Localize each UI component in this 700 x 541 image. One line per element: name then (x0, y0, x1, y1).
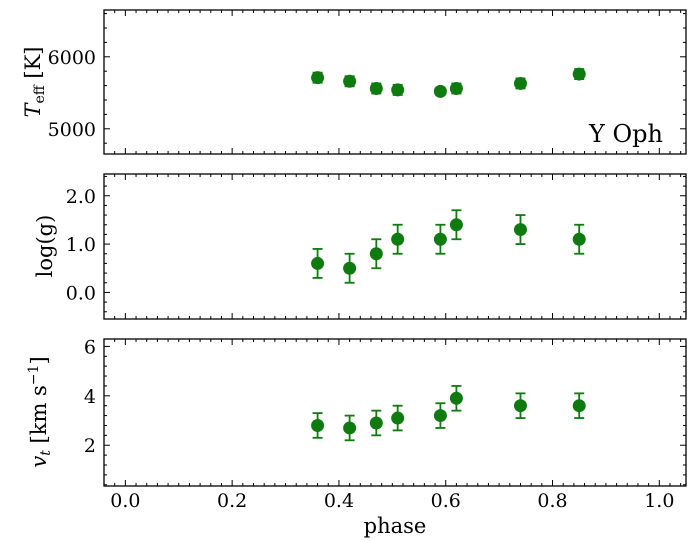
panel-logg-ytick-labels: 0.0 1.0 2.0 (66, 186, 96, 305)
data-point (391, 83, 405, 97)
x-tick-labels: 0.0 0.2 0.4 0.6 0.8 1.0 (110, 490, 674, 512)
data-point (572, 232, 586, 246)
panel-logg-frame (103, 173, 687, 320)
panel-logg: 0.0 1.0 2.0 log(g) (33, 173, 687, 320)
data-point (369, 247, 383, 261)
data-point (433, 409, 447, 423)
x-tick-label: 1.0 (644, 490, 674, 512)
y-tick-label: 0.0 (66, 282, 96, 304)
panel-logg-points (311, 209, 586, 284)
data-point (369, 81, 383, 95)
data-point (433, 232, 447, 246)
data-point (369, 416, 383, 430)
panel-teff-ytick-labels: 5000 6000 (48, 47, 96, 141)
panel-vt: 2 4 6 vt [km s−1] (26, 336, 687, 487)
data-point (449, 218, 463, 232)
data-point (513, 399, 527, 413)
data-point (572, 399, 586, 413)
data-point (343, 261, 357, 275)
panel-vt-frame (103, 338, 687, 487)
data-point (513, 76, 527, 90)
data-point (449, 81, 463, 95)
panel-teff: 5000 6000 Y Oph Teff [K] (21, 9, 687, 155)
data-point (311, 71, 325, 85)
y-tick-label: 5000 (48, 119, 96, 141)
y-tick-label: 2.0 (66, 186, 96, 208)
y-tick-label: 6000 (48, 47, 96, 69)
panel-vt-points (311, 385, 586, 442)
data-point (433, 84, 447, 98)
panel-vt-ytick-labels: 2 4 6 (84, 336, 96, 457)
panel-logg-ticks (103, 174, 686, 319)
x-tick-label: 0.6 (431, 490, 461, 512)
x-tick-label: 0.0 (110, 490, 140, 512)
data-point (343, 74, 357, 88)
y-tick-label: 6 (84, 336, 96, 358)
vt-axis-label: vt [km s−1] (26, 356, 54, 467)
x-tick-label: 0.4 (324, 490, 354, 512)
data-point (343, 421, 357, 435)
star-name-annotation: Y Oph (588, 120, 663, 148)
data-point (311, 256, 325, 270)
teff-axis-label: Teff [K] (21, 47, 48, 118)
y-tick-label: 2 (84, 435, 96, 457)
panel-teff-frame (103, 9, 687, 155)
y-tick-label: 4 (84, 386, 96, 408)
data-point (391, 232, 405, 246)
y-tick-label: 1.0 (66, 234, 96, 256)
panel-teff-ticks (103, 10, 686, 154)
x-tick-label: 0.8 (537, 490, 567, 512)
x-tick-label: 0.2 (217, 490, 247, 512)
data-point (311, 418, 325, 432)
data-point (572, 67, 586, 81)
data-point (449, 391, 463, 405)
panel-teff-points (311, 67, 586, 98)
data-point (391, 411, 405, 425)
panel-vt-ticks (103, 339, 686, 486)
logg-axis-label: log(g) (33, 215, 57, 278)
x-axis-label: phase (364, 514, 427, 538)
data-point (513, 223, 527, 237)
